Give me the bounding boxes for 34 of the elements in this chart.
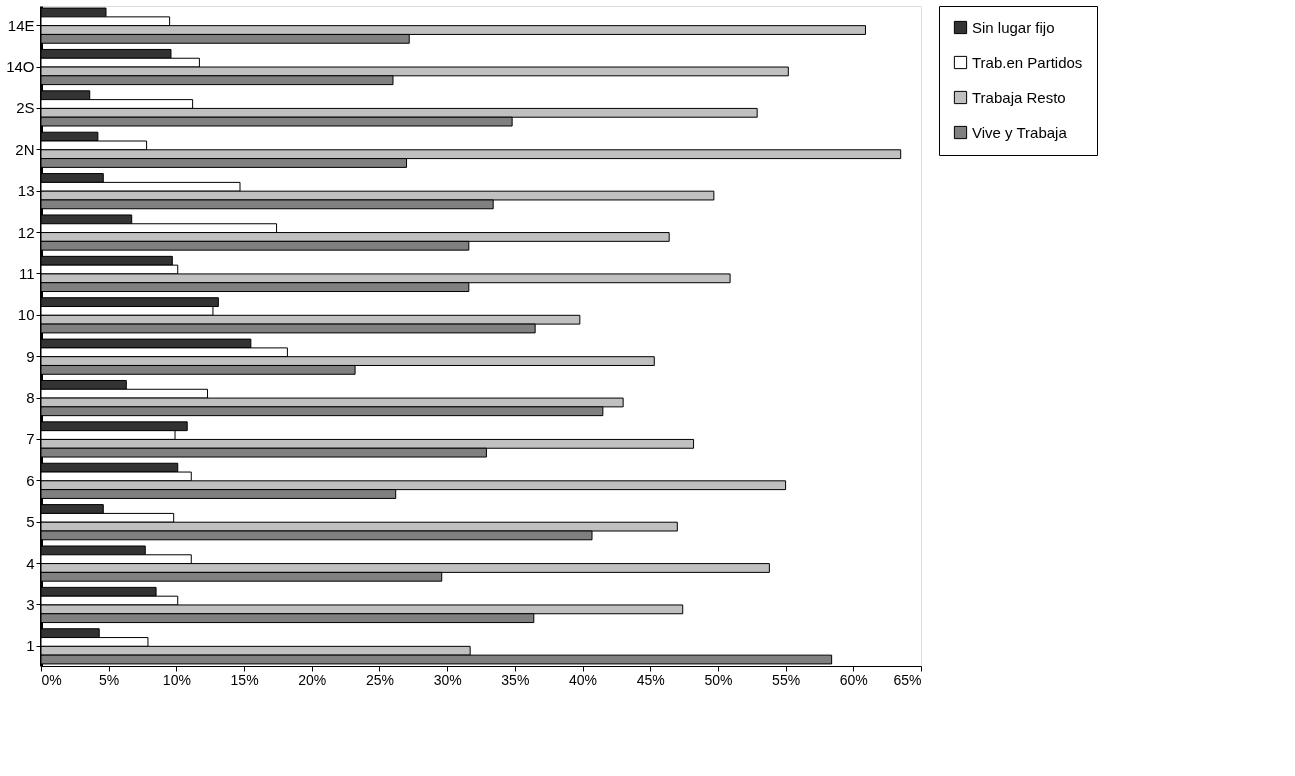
y-tick-label: 12 [17, 223, 35, 241]
x-tick-label: 25% [365, 671, 394, 688]
y-tick-label: 5 [26, 513, 35, 531]
legend-label: Trab.en Partidos [972, 53, 1083, 71]
x-tick-label: 0% [41, 671, 62, 688]
y-tick-label: 3 [26, 595, 35, 613]
legend-label: Sin lugar fijo [972, 18, 1055, 36]
y-tick-label: 7 [26, 430, 35, 448]
x-tick-label: 40% [569, 671, 598, 688]
x-tick-label: 35% [501, 671, 530, 688]
x-tick-label: 20% [298, 671, 327, 688]
x-tick-label: 45% [636, 671, 665, 688]
x-tick-label: 60% [839, 671, 868, 688]
y-tick-label: 1 [26, 637, 35, 655]
y-tick-label: 10 [17, 306, 35, 324]
x-tick-label: 5% [99, 671, 120, 688]
x-tick-label: 65% [893, 671, 922, 688]
legend-label: Vive y Trabaja [972, 123, 1068, 141]
legend-label: Trabaja Resto [972, 88, 1066, 106]
y-tick-label: 11 [18, 264, 35, 282]
y-tick-label: 2S [16, 99, 35, 117]
x-tick-label: 15% [230, 671, 259, 688]
x-tick-label: 10% [162, 671, 191, 688]
y-tick-label: 9 [26, 347, 35, 365]
y-tick-label: 6 [26, 471, 35, 489]
y-tick-label: 8 [26, 389, 35, 407]
y-tick-label: 14O [6, 58, 35, 76]
y-tick-label: 13 [17, 182, 35, 200]
x-tick-label: 50% [704, 671, 733, 688]
y-tick-label: 4 [26, 554, 35, 572]
y-tick-label: 14E [7, 16, 35, 34]
y-tick-label: 2N [15, 140, 35, 158]
x-tick-label: 55% [772, 671, 801, 688]
x-tick-label: 30% [433, 671, 462, 688]
